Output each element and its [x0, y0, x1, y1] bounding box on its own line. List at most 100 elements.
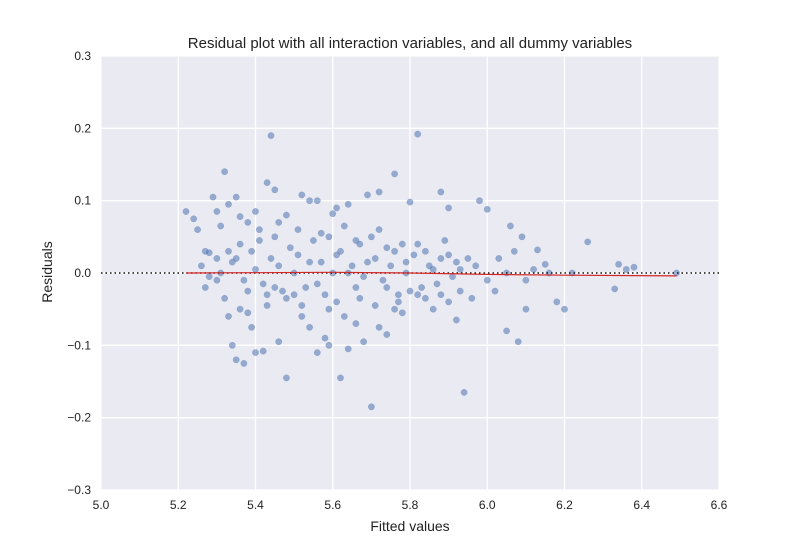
scatter-point [290, 291, 298, 299]
scatter-point [445, 298, 453, 306]
scatter-point [267, 255, 275, 262]
scatter-point [248, 247, 256, 255]
x-tick-label: 5.0 [93, 498, 110, 512]
scatter-point [221, 294, 229, 302]
scatter-point [391, 170, 399, 178]
scatter-point [282, 294, 290, 302]
scatter-point [329, 269, 337, 277]
y-tick-label: 0.3 [74, 49, 91, 63]
scatter-point [282, 374, 290, 382]
scatter-point [309, 237, 317, 244]
scatter-point [437, 291, 445, 299]
scatter-point [213, 276, 221, 284]
scatter-point [456, 265, 464, 273]
scatter-point [522, 276, 530, 284]
scatter-point [259, 280, 267, 288]
scatter-point [394, 291, 402, 299]
scatter-point [364, 191, 371, 199]
x-tick-label: 5.6 [324, 498, 341, 512]
scatter-point [252, 349, 259, 357]
scatter-point [306, 197, 314, 205]
scatter-point [236, 213, 244, 221]
scatter-point [445, 251, 453, 259]
scatter-point [232, 193, 240, 201]
scatter-point [584, 238, 592, 246]
scatter-point [352, 284, 360, 291]
scatter-point [437, 188, 445, 196]
scatter-point [252, 208, 259, 215]
scatter-point [236, 240, 244, 248]
scatter-point [534, 246, 541, 254]
scatter-point [275, 338, 283, 346]
scatter-point [348, 262, 356, 270]
scatter-point [194, 226, 202, 234]
scatter-point [213, 255, 221, 262]
scatter-point [394, 298, 402, 306]
scatter-point [279, 287, 286, 295]
y-tick-label: 0.1 [74, 194, 91, 208]
scatter-point [356, 294, 364, 302]
scatter-point [317, 229, 325, 237]
scatter-point [236, 305, 244, 313]
scatter-point [333, 298, 341, 306]
scatter-point [286, 244, 294, 252]
scatter-point [464, 255, 472, 262]
y-tick-label: 0.2 [74, 121, 91, 135]
scatter-point [325, 233, 333, 241]
scatter-point [429, 305, 437, 313]
scatter-point [375, 323, 383, 331]
scatter-point [452, 316, 460, 324]
scatter-point [468, 294, 476, 302]
scatter-point [244, 218, 252, 226]
scatter-point [410, 251, 418, 259]
scatter-point [275, 262, 283, 270]
x-tick-label: 5.8 [402, 498, 419, 512]
scatter-point [375, 226, 383, 234]
scatter-point [255, 237, 263, 244]
scatter-point [352, 320, 360, 328]
scatter-point [611, 285, 619, 293]
scatter-point [313, 280, 321, 288]
x-tick-label: 6.0 [479, 498, 496, 512]
scatter-point [553, 298, 561, 306]
scatter-point [298, 312, 306, 320]
scatter-point [472, 262, 480, 270]
scatter-point [240, 359, 248, 367]
scatter-point [313, 197, 321, 205]
scatter-point [406, 287, 414, 295]
scatter-point [387, 262, 395, 270]
scatter-point [460, 388, 468, 396]
scatter-point [433, 280, 441, 288]
scatter-point [452, 258, 460, 266]
scatter-point [441, 237, 449, 244]
scatter-point [352, 237, 360, 244]
scatter-point [367, 403, 375, 411]
scatter-point [298, 191, 306, 199]
scatter-point [360, 273, 368, 281]
scatter-point [383, 284, 391, 291]
scatter-point [205, 273, 213, 281]
x-axis-label: Fitted values [370, 518, 449, 534]
scatter-point [414, 240, 422, 248]
scatter-point [217, 222, 225, 230]
scatter-point [306, 323, 314, 331]
scatter-point [209, 193, 217, 201]
scatter-point [344, 345, 352, 353]
y-tick-label: −0.3 [67, 483, 91, 497]
y-tick-label: 0.0 [74, 266, 91, 280]
scatter-point [213, 208, 221, 215]
scatter-point [306, 258, 314, 266]
scatter-point [333, 204, 341, 212]
scatter-point [190, 215, 198, 223]
scatter-point [360, 338, 368, 346]
scatter-point [317, 258, 325, 266]
x-tick-label: 5.4 [247, 498, 264, 512]
x-tick-label: 6.4 [633, 498, 650, 512]
scatter-point [414, 130, 422, 138]
scatter-point [255, 226, 263, 234]
scatter-point [371, 255, 379, 262]
scatter-point [630, 263, 638, 271]
x-tick-label: 6.6 [711, 498, 728, 512]
scatter-point [271, 233, 279, 241]
